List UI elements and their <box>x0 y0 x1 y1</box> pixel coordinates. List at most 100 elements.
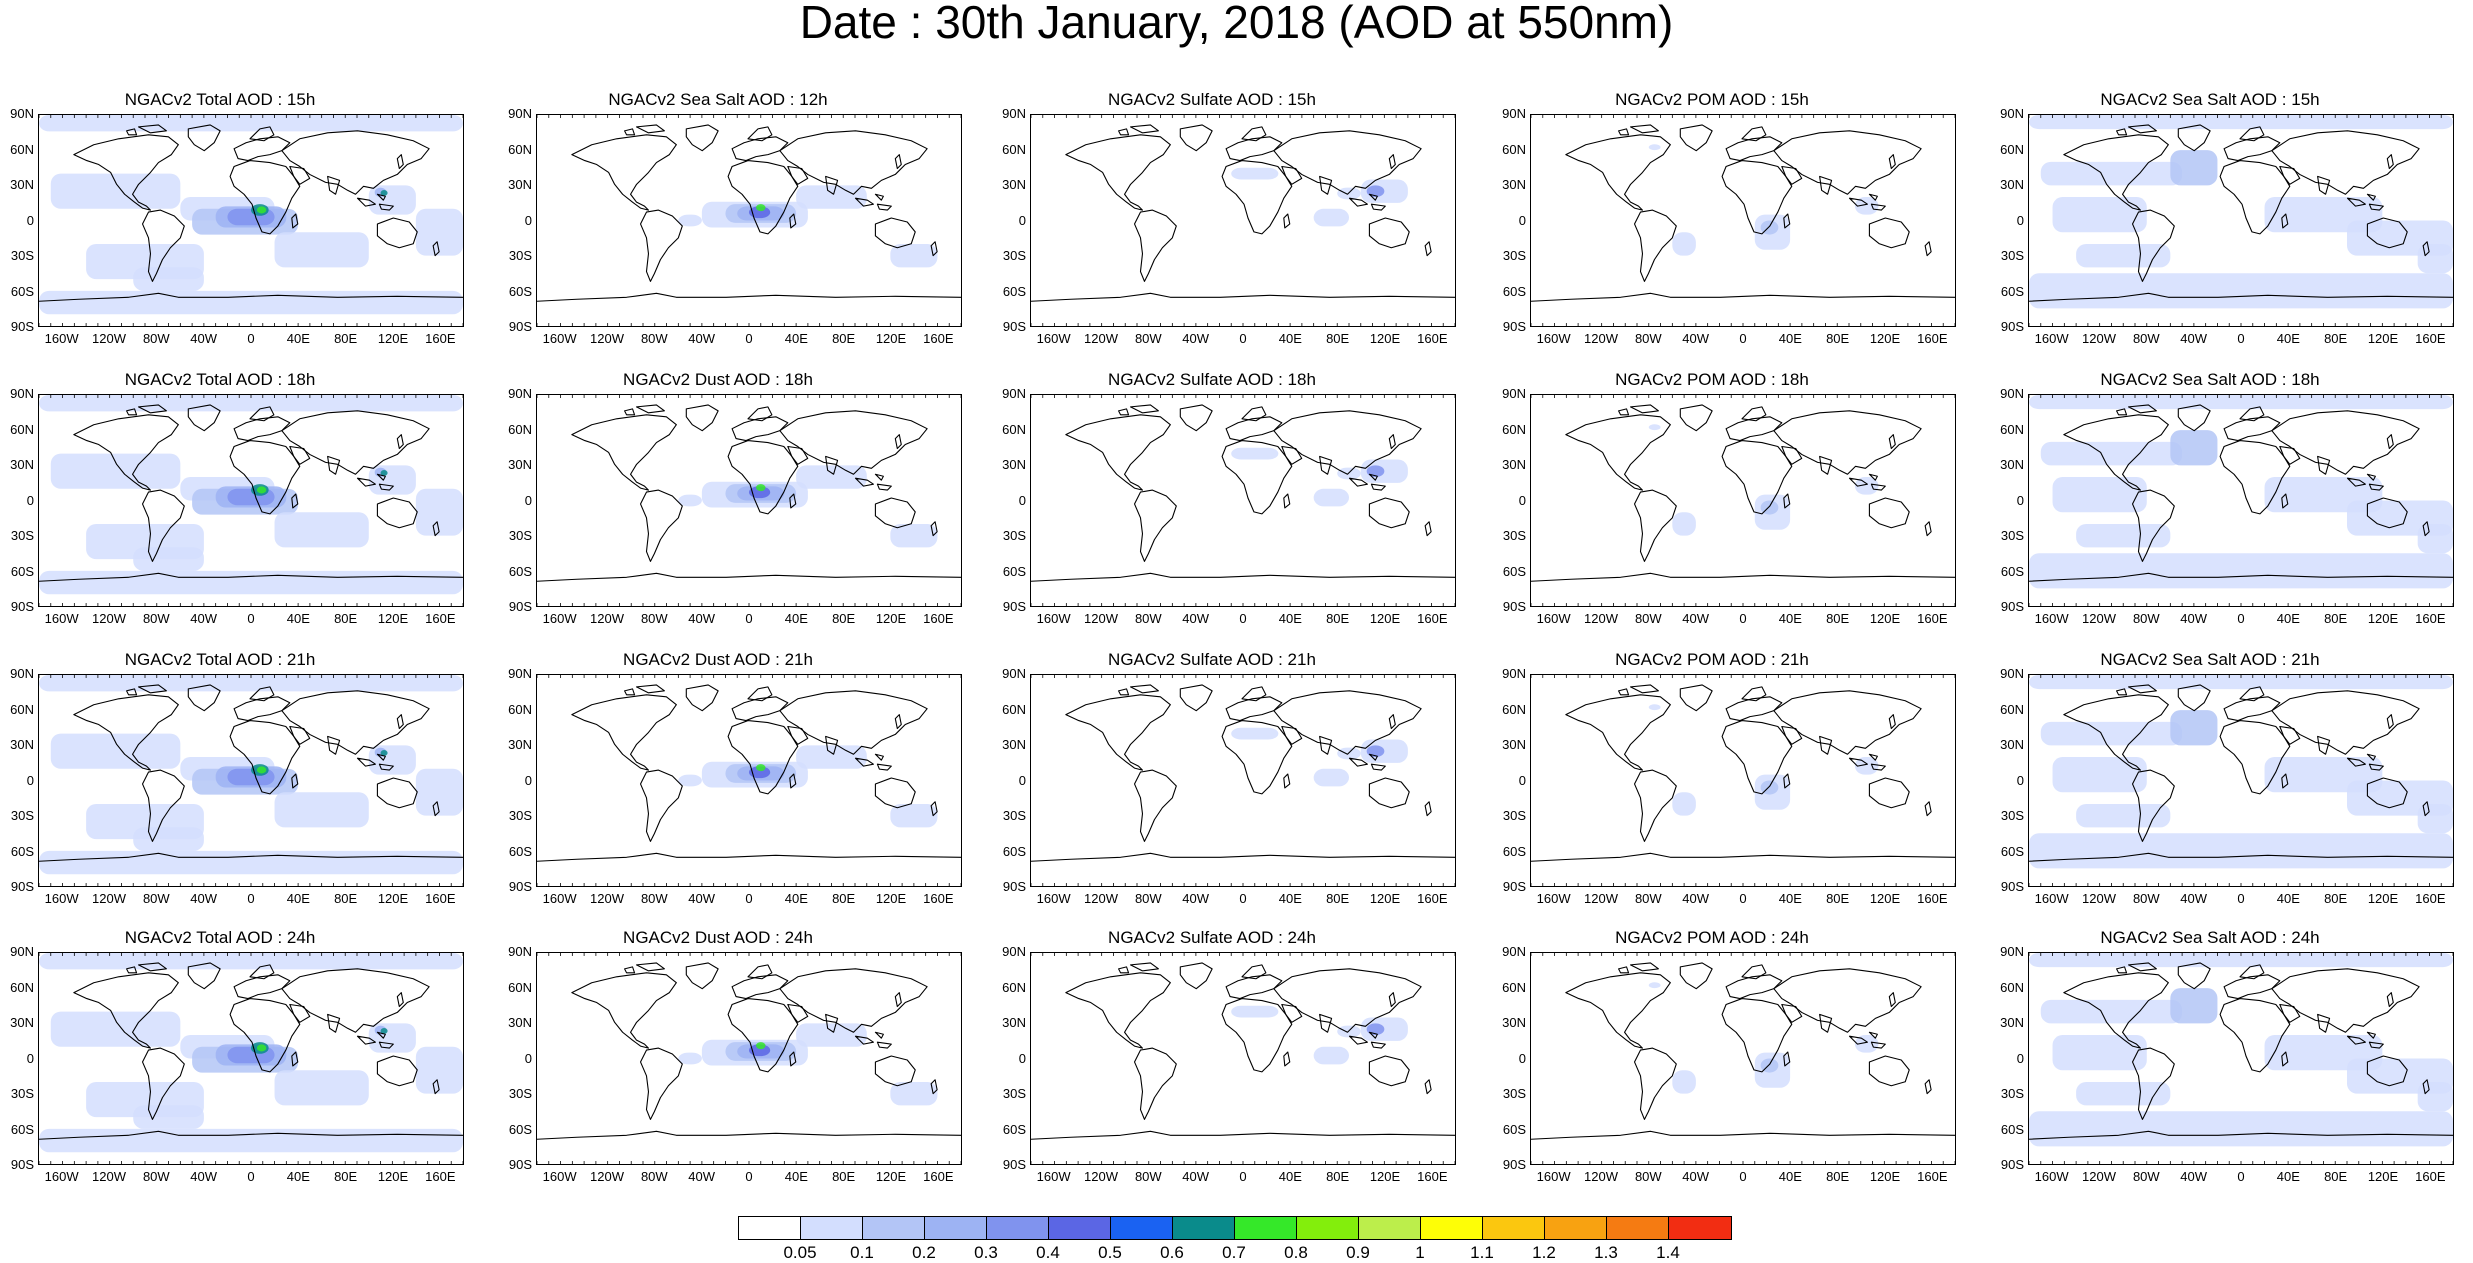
lat-tick-label: 30S <box>10 248 34 263</box>
lat-tick-label: 90N <box>2000 666 2024 681</box>
map-panel: NGACv2 Total AOD : 24h 90N 60N 30N 0 30S 60S 90… <box>0 926 464 1196</box>
colorbar-swatch <box>1607 1217 1669 1239</box>
map-panel: NGACv2 Sulfate AOD : 24h 90N 60N 30N 0 30S 60S… <box>992 926 1456 1196</box>
lat-tick-label: 0 <box>1518 492 1526 508</box>
aod-shading <box>133 267 204 291</box>
aod-shading <box>274 1070 369 1106</box>
lat-tick-label: 60N <box>1002 979 1026 995</box>
lat-tick-label: 30S <box>2000 808 2024 823</box>
colorbar-label: 0.3 <box>974 1243 998 1262</box>
aod-shading <box>39 953 463 970</box>
colorbar-label: 0.5 <box>1098 1243 1122 1262</box>
lon-tick-label: 120W <box>590 891 624 906</box>
lat-tick-label: 60N <box>10 701 34 717</box>
lon-tick-label: 120W <box>92 331 126 346</box>
aod-shading <box>890 1081 938 1106</box>
lat-tick-label: 60S <box>1002 563 1026 579</box>
lat-tick-label: 60N <box>508 979 532 995</box>
aod-shading <box>678 214 702 227</box>
aod-shading <box>1648 704 1661 711</box>
map-panel: NGACv2 Total AOD : 21h 90N 60N 30N 0 30S 60S 90… <box>0 648 464 918</box>
panel-title: NGACv2 Sulfate AOD : 15h <box>1108 90 1316 109</box>
lon-tick-label: 40W <box>2180 331 2208 346</box>
colorbar-swatch <box>987 1217 1049 1239</box>
map-frame <box>1530 674 1956 887</box>
map-panel: NGACv2 Sulfate AOD : 18h 90N 60N 30N 0 30S 60S… <box>992 368 1456 638</box>
lon-tick-label: 40W <box>1682 1169 1710 1184</box>
map-panel: NGACv2 POM AOD : 21h 90N 60N 30N 0 30S 60S 90S 1… <box>1492 648 1956 918</box>
map-panel: NGACv2 Sulfate AOD : 21h 90N 60N 30N 0 30S 60S… <box>992 648 1456 918</box>
aod-shading <box>749 206 771 219</box>
lat-tick-label: 0 <box>1018 1050 1026 1066</box>
aod-shading <box>50 1011 181 1047</box>
lon-tick-label: 160W <box>1536 331 1571 346</box>
colorbar-swatch <box>801 1217 863 1239</box>
colorbar-label: 0.7 <box>1222 1243 1246 1262</box>
lat-tick-label: 90N <box>1002 666 1026 681</box>
lat-tick-label: 0 <box>2016 772 2024 788</box>
lon-tick-label: 120E <box>2367 611 2399 626</box>
lon-tick-label: 120E <box>2367 891 2399 906</box>
lon-tick-label: 120W <box>1584 891 1618 906</box>
lat-tick-label: 90S <box>2000 599 2024 614</box>
lon-tick-label: 160W <box>2034 891 2069 906</box>
lon-tick-label: 40E <box>2276 891 2300 906</box>
aod-shading <box>890 523 938 548</box>
colorbar-label: 0.2 <box>912 1243 936 1262</box>
coastline <box>1031 684 1455 862</box>
lon-tick-label: 0 <box>247 1169 255 1184</box>
lon-tick-label: 0 <box>1739 611 1747 626</box>
lon-tick-label: 160E <box>425 331 456 346</box>
lat-tick-label: 0 <box>1518 772 1526 788</box>
lon-tick-label: 40E <box>1778 891 1802 906</box>
aod-shading <box>756 484 766 492</box>
colorbar-swatch <box>1173 1217 1235 1239</box>
map-frame <box>1030 952 1456 1165</box>
panel-title: NGACv2 Sea Salt AOD : 21h <box>2100 650 2320 669</box>
lon-tick-label: 160E <box>1917 331 1948 346</box>
world-map <box>39 395 463 606</box>
lat-tick-label: 0 <box>2016 212 2024 228</box>
panel-title: NGACv2 Sea Salt AOD : 15h <box>2100 90 2320 109</box>
lon-tick-label: 120E <box>875 1169 907 1184</box>
lat-tick-label: 30N <box>10 1015 34 1030</box>
lon-tick-label: 120E <box>1369 891 1401 906</box>
lon-tick-label: 80E <box>1826 891 1850 906</box>
lon-tick-label: 80E <box>2324 1169 2348 1184</box>
lon-tick-label: 40W <box>2180 1169 2208 1184</box>
aod-shading <box>39 675 463 692</box>
lon-tick-label: 40W <box>1182 1169 1210 1184</box>
lat-tick-label: 90S <box>2000 1157 2024 1172</box>
aod-shading <box>1337 1025 1361 1038</box>
colorbar-swatch <box>1235 1217 1297 1239</box>
map-panel: NGACv2 Sea Salt AOD : 21h 90N 60N 30N 0 30S 60… <box>1990 648 2454 918</box>
map-frame <box>38 114 464 327</box>
map-frame <box>1530 952 1956 1165</box>
map-frame <box>1030 114 1456 327</box>
world-map <box>537 953 961 1164</box>
lat-tick-label: 90N <box>508 666 532 681</box>
aod-shading <box>415 768 463 816</box>
aod-shading <box>380 190 388 196</box>
lon-tick-label: 80W <box>1134 891 1162 906</box>
page-title: Date : 30th January, 2018 (AOD at 550nm) <box>799 0 1674 48</box>
lat-tick-label: 90N <box>1502 106 1526 121</box>
lat-tick-label: 0 <box>524 772 532 788</box>
map-frame <box>38 394 464 607</box>
lon-tick-label: 80W <box>1634 611 1662 626</box>
lon-tick-label: 80E <box>2324 891 2348 906</box>
lat-tick-label: 90N <box>508 106 532 121</box>
lon-tick-label: 160W <box>44 611 79 626</box>
map-panel: NGACv2 Dust AOD : 24h 90N 60N 30N 0 30S 60S 90S… <box>498 926 962 1196</box>
lon-tick-label: 80W <box>142 891 170 906</box>
lon-tick-label: 0 <box>2237 331 2245 346</box>
lon-tick-label: 80E <box>1326 891 1350 906</box>
coastline <box>1531 404 1955 582</box>
map-panel: NGACv2 Dust AOD : 18h 90N 60N 30N 0 30S 60S 90S… <box>498 368 962 638</box>
colorbar-label: 1.2 <box>1532 1243 1556 1262</box>
lat-tick-label: 60S <box>10 1121 34 1137</box>
world-map <box>1531 115 1955 326</box>
aod-shading <box>1313 208 1349 227</box>
aod-shading <box>2029 273 2453 309</box>
lon-tick-label: 80E <box>2324 331 2348 346</box>
